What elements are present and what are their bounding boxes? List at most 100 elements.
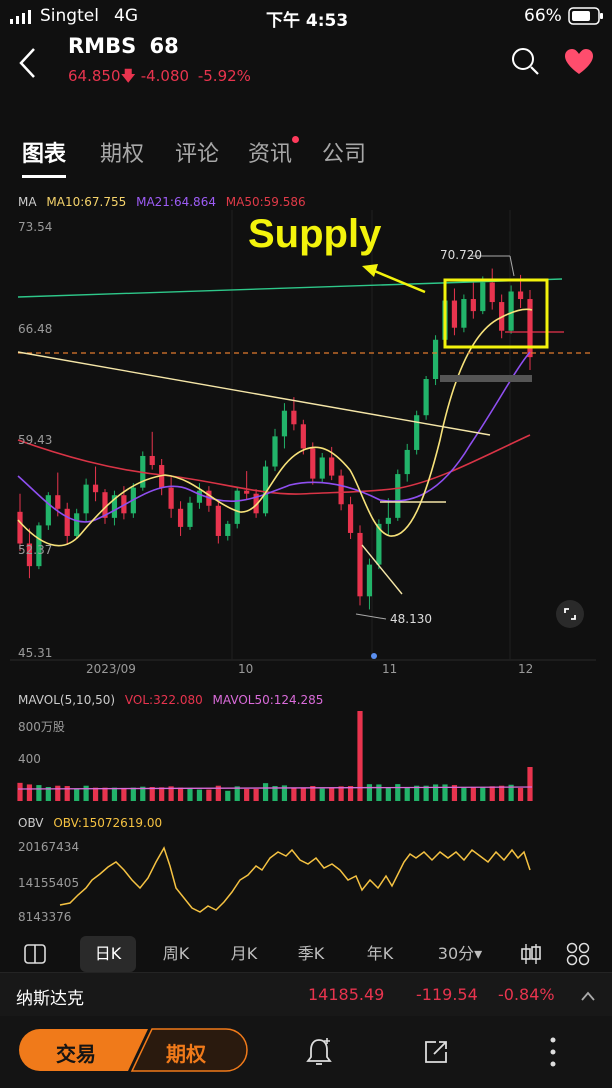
candle-body <box>149 455 155 466</box>
low-price-label: 48.130 <box>390 612 432 626</box>
candle-body <box>432 339 439 380</box>
obv-title: OBV <box>18 816 44 830</box>
price-change: -4.080 <box>140 67 190 85</box>
volume-bar <box>74 788 80 801</box>
timeframe-month[interactable]: 月K <box>230 944 258 963</box>
candle-body <box>319 457 325 479</box>
volume-bar <box>206 789 212 801</box>
layout-toggle-icon[interactable] <box>24 944 46 968</box>
candle-body <box>461 299 467 328</box>
volume-bar <box>432 784 439 801</box>
obv-chart <box>59 846 531 913</box>
notification-dot <box>292 136 299 143</box>
volume-bar <box>130 787 136 801</box>
ma50-line <box>17 434 531 495</box>
candle-body <box>36 525 42 567</box>
candle-body <box>187 502 193 527</box>
volume-bar <box>262 783 269 801</box>
battery-percent: 66% <box>524 6 562 26</box>
timeframe-year[interactable]: 年K <box>366 944 394 963</box>
event-dot[interactable] <box>371 653 377 659</box>
candle-body <box>55 495 61 509</box>
stock-symbol: RMBS <box>68 34 137 58</box>
volume-bar <box>187 787 193 801</box>
back-icon[interactable] <box>16 46 40 84</box>
timeframe-week[interactable]: 周K <box>162 944 190 963</box>
mavol50-value: MAVOL50:124.285 <box>212 693 324 707</box>
candle-body <box>234 490 240 524</box>
candle-body <box>177 508 184 527</box>
price-alert-bell-icon[interactable] <box>304 1036 334 1072</box>
volume-bar <box>414 785 420 801</box>
trade-button[interactable]: 交易 <box>56 1042 96 1066</box>
candle-body <box>357 532 363 597</box>
tab-chart[interactable]: 图表 <box>22 136 67 178</box>
favorite-heart-icon[interactable] <box>564 48 594 80</box>
ma21-value: MA21:64.864 <box>136 195 216 209</box>
status-bar: Singtel 4G 下午 4:53 66% <box>0 0 612 32</box>
volume-bar <box>517 787 524 801</box>
resistance-line <box>17 278 563 298</box>
volume-bar <box>102 787 108 801</box>
signal-icon <box>10 9 32 29</box>
tab-comments[interactable]: 评论 <box>175 142 220 167</box>
volume-bar <box>168 786 174 801</box>
candle-body <box>480 282 486 312</box>
fullscreen-icon[interactable] <box>556 600 584 628</box>
mavol-title: MAVOL(5,10,50) <box>18 693 116 707</box>
obv-axis-top: 20167434 <box>18 840 80 854</box>
price-axis-3: 59.43 <box>18 433 53 447</box>
candle-body <box>300 424 306 449</box>
candle-body <box>404 449 410 475</box>
candlestick-chart[interactable] <box>0 210 612 690</box>
tab-news[interactable]: 资讯 <box>248 142 293 167</box>
tab-company[interactable]: 公司 <box>322 142 367 167</box>
price-change-pct: -5.92% <box>197 67 251 85</box>
date-axis-2: 10 <box>238 662 254 676</box>
stock-header: RMBS 68 64.850🡇 -4.080 -5.92% <box>0 32 612 100</box>
candle-body <box>385 517 391 524</box>
volume-bar <box>64 786 70 801</box>
candle-body <box>347 504 354 533</box>
candle-body <box>527 299 533 358</box>
tab-options[interactable]: 期权 <box>100 142 145 167</box>
volume-bar <box>36 785 42 801</box>
last-price: 64.850 <box>68 67 121 85</box>
volume-bar <box>281 785 288 801</box>
timeframe-bar: 日K 周K 月K 季K 年K 30分▾ <box>0 936 612 972</box>
mavol-axis-top: 800万股 <box>18 720 65 734</box>
detail-tabs: 图表 期权 评论 资讯 公司 <box>0 120 612 186</box>
index-change-pct: -0.84% <box>498 985 555 1004</box>
timeframe-day[interactable]: 日K <box>80 936 136 972</box>
volume-bar <box>338 786 344 801</box>
volume-bar <box>357 711 363 801</box>
candle-body <box>470 299 476 312</box>
volume-bar <box>527 767 533 801</box>
chevron-up-icon[interactable] <box>580 987 596 1006</box>
candle-body <box>102 492 108 518</box>
share-icon[interactable] <box>422 1038 450 1070</box>
obv-legend: OBV OBV:15072619.00 <box>18 816 162 830</box>
volume-bar <box>461 787 467 801</box>
supply-box <box>443 278 549 349</box>
candle-body <box>414 415 420 450</box>
more-options-icon[interactable] <box>548 1036 558 1072</box>
candle-body <box>111 495 118 518</box>
volume-bar <box>17 782 23 801</box>
trade-options-buttons <box>19 1028 248 1072</box>
volume-bar <box>140 786 146 801</box>
down-arrow-icon: 🡇 <box>120 67 136 85</box>
candle-body <box>329 457 335 476</box>
volume-bar <box>376 784 382 801</box>
indicators-grid-icon[interactable] <box>566 942 590 970</box>
search-icon[interactable] <box>510 46 540 80</box>
clock: 下午 4:53 <box>266 11 349 31</box>
timeframe-minutes[interactable]: 30分▾ <box>437 944 483 963</box>
timeframe-quarter[interactable]: 季K <box>297 944 325 963</box>
volume-bar <box>291 787 297 801</box>
options-button[interactable]: 期权 <box>166 1042 206 1066</box>
candle-style-icon[interactable] <box>520 942 542 970</box>
obv-line <box>59 846 531 913</box>
index-ticker-bar[interactable]: 纳斯达克 14185.49 -119.54 -0.84% <box>0 972 612 1017</box>
candle-body <box>26 543 33 567</box>
